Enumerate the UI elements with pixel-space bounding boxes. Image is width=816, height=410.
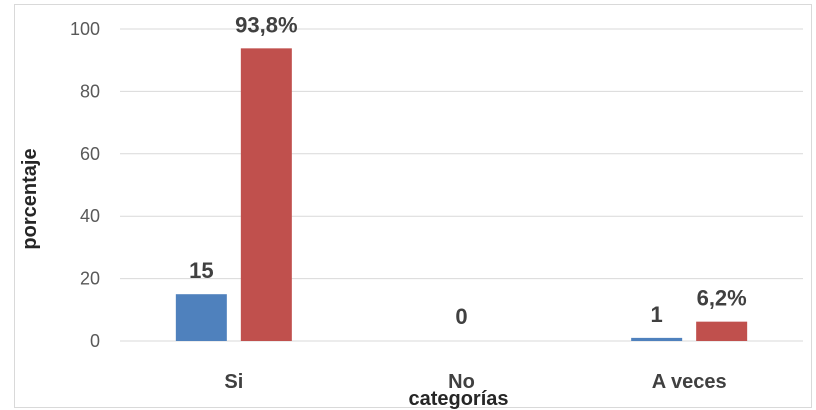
bars [175, 48, 748, 342]
bar-2-si [240, 48, 292, 342]
y-axis-ticks: 0 20 40 60 80 100 [70, 19, 100, 351]
category-label: A veces [652, 371, 727, 393]
y-axis-title: porcentaje [19, 148, 41, 249]
y-tick-label: 80 [80, 81, 100, 101]
category-label: No [448, 371, 475, 393]
x-axis-categories: Si No A veces [224, 371, 726, 393]
data-labels: 15 93,8% 0 1 6,2% [189, 12, 747, 329]
bar-2-a-veces [696, 321, 748, 341]
data-label: 15 [189, 258, 213, 283]
y-tick-label: 100 [70, 19, 100, 39]
bar-1-si [175, 294, 227, 341]
y-tick-label: 0 [90, 331, 100, 351]
bar-1-a-veces [631, 337, 683, 341]
y-tick-label: 40 [80, 206, 100, 226]
data-label: 93,8% [235, 12, 297, 37]
gridlines [120, 28, 803, 342]
data-label: 6,2% [697, 286, 747, 311]
y-tick-label: 60 [80, 144, 100, 164]
data-label: 0 [455, 304, 467, 329]
data-label: 1 [651, 302, 663, 327]
x-axis-title: categorías [408, 388, 508, 410]
category-label: Si [224, 371, 243, 393]
chart-frame [14, 4, 812, 408]
y-tick-label: 20 [80, 269, 100, 289]
